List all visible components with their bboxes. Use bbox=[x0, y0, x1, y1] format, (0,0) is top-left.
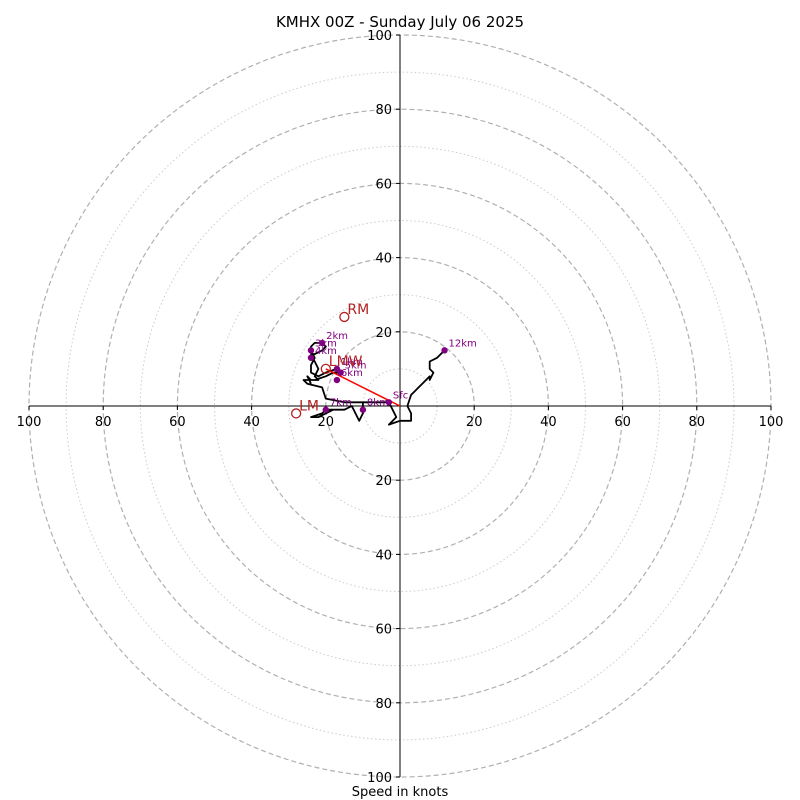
x-tick-label: 80 bbox=[689, 415, 706, 430]
y-tick-label: 20 bbox=[375, 326, 392, 341]
x-tick-label: 20 bbox=[466, 415, 483, 430]
storm-motion-marker bbox=[339, 311, 350, 323]
x-tick-label: 80 bbox=[95, 415, 112, 430]
x-tick-label: 40 bbox=[540, 415, 557, 430]
height-label: 3km bbox=[315, 338, 337, 349]
height-label: 8km bbox=[367, 398, 389, 409]
y-tick-label: 80 bbox=[375, 697, 392, 712]
height-point bbox=[322, 406, 329, 413]
y-tick-label: 80 bbox=[375, 103, 392, 118]
height-label: 5km bbox=[345, 361, 367, 372]
chart-title: KMHX 00Z - Sunday July 06 2025 bbox=[276, 13, 524, 31]
height-point bbox=[359, 406, 367, 413]
y-tick-label: 40 bbox=[375, 548, 392, 563]
height-label: 12km bbox=[449, 338, 477, 349]
height-label: Sfc bbox=[393, 390, 408, 401]
y-tick-label: 20 bbox=[375, 474, 392, 489]
storm-motion-label: LM bbox=[299, 398, 319, 414]
height-point bbox=[307, 347, 315, 354]
x-axis-label: Speed in knots bbox=[352, 785, 449, 800]
height-point bbox=[441, 347, 448, 354]
x-tick-label: 100 bbox=[17, 415, 42, 430]
y-tick-label: 40 bbox=[375, 252, 392, 267]
hodograph-line bbox=[302, 342, 389, 404]
storm-motion-label: RM bbox=[347, 302, 369, 318]
height-label: 4km bbox=[315, 346, 337, 357]
tick-labels: 20 20 20 20 40 40 40 40 60 60 60 60 80 80 80 80 100 100 10… bbox=[17, 29, 784, 786]
hodograph-line bbox=[388, 349, 446, 426]
x-tick-label: 20 bbox=[318, 415, 335, 430]
y-tick-label: 100 bbox=[367, 771, 392, 786]
height-point bbox=[307, 354, 315, 361]
height-label: 2km bbox=[326, 331, 348, 342]
height-point bbox=[337, 369, 344, 376]
hodograph-traces bbox=[302, 342, 446, 426]
height-point bbox=[333, 376, 341, 384]
storm-motion-marker bbox=[320, 363, 331, 375]
height-label: 6km bbox=[341, 368, 363, 379]
storm-motion-markers: RM LMW LM bbox=[290, 302, 369, 419]
hodograph-line bbox=[310, 402, 364, 422]
storm-motion-marker bbox=[290, 408, 302, 419]
height-label: 7km bbox=[330, 398, 352, 409]
height-point bbox=[318, 339, 326, 347]
storm-motion-label: LMW bbox=[329, 354, 363, 370]
x-tick-label: 40 bbox=[243, 415, 260, 430]
height-point bbox=[385, 399, 393, 406]
x-tick-label: 100 bbox=[759, 415, 784, 430]
x-tick-label: 60 bbox=[614, 415, 631, 430]
x-tick-label: 60 bbox=[169, 415, 186, 430]
y-tick-label: 60 bbox=[375, 177, 392, 192]
y-tick-label: 60 bbox=[375, 623, 392, 638]
height-label: 1km bbox=[341, 357, 363, 368]
y-tick-label: 100 bbox=[367, 29, 392, 44]
